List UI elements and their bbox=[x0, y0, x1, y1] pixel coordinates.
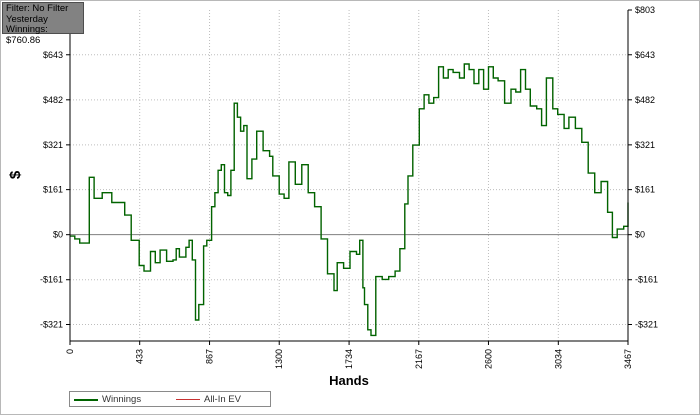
x-tick-label: 1300 bbox=[274, 349, 284, 369]
legend-swatch-winnings bbox=[74, 398, 98, 401]
series-lines bbox=[70, 63, 629, 337]
y-tick-label-left: $0 bbox=[53, 230, 63, 240]
x-tick-label: 0 bbox=[65, 349, 75, 354]
grid-lines bbox=[70, 10, 628, 341]
x-tick-label: 2167 bbox=[414, 349, 424, 369]
y-tick-label-left: $161 bbox=[43, 185, 63, 195]
filter-info-box: Filter: No Filter Yesterday Winnings: $7… bbox=[2, 2, 84, 45]
winnings-label: Winnings: $760.86 bbox=[6, 24, 48, 46]
y-tick-label-left: -$161 bbox=[40, 275, 63, 285]
axes: 0 433 867 1300 1734 2167 2600 3034 3467 -$321 -$32… bbox=[40, 5, 658, 369]
chart-legend: Winnings All-In EV bbox=[69, 391, 271, 407]
x-tick-label: 3467 bbox=[623, 349, 633, 369]
y-tick-label-right: $803 bbox=[635, 5, 655, 15]
x-tick-label: 1734 bbox=[344, 349, 354, 369]
y-tick-label-left: $321 bbox=[43, 140, 63, 150]
x-axis-title: Hands bbox=[329, 373, 369, 388]
legend-swatch-all-in-ev bbox=[176, 399, 200, 400]
legend-entry-all-in-ev: All-In EV bbox=[176, 394, 241, 405]
y-tick-label-right: $161 bbox=[635, 185, 655, 195]
period-label: Yesterday bbox=[6, 13, 48, 25]
x-tick-label: 867 bbox=[205, 349, 215, 364]
y-tick-label-left: $643 bbox=[43, 50, 63, 60]
y-tick-label-left: -$321 bbox=[40, 319, 63, 329]
y-tick-label-right: $0 bbox=[635, 230, 645, 240]
x-tick-label: 3034 bbox=[553, 349, 563, 369]
filter-label: Filter: No Filter bbox=[6, 3, 69, 14]
legend-label-winnings: Winnings bbox=[102, 394, 142, 405]
x-tick-label: 2600 bbox=[483, 349, 493, 369]
x-tick-label: 433 bbox=[135, 349, 145, 364]
y-axis-title: $ bbox=[7, 170, 24, 179]
legend-label-all-in-ev: All-In EV bbox=[204, 394, 241, 405]
y-tick-label-right: $321 bbox=[635, 140, 655, 150]
y-tick-label-right: -$321 bbox=[635, 319, 658, 329]
y-tick-label-right: -$161 bbox=[635, 275, 658, 285]
y-tick-label-right: $482 bbox=[635, 95, 655, 105]
legend-entry-winnings: Winnings bbox=[74, 394, 141, 405]
series-line-winnings bbox=[70, 63, 629, 337]
y-tick-label-right: $643 bbox=[635, 50, 655, 60]
y-tick-label-left: $482 bbox=[43, 95, 63, 105]
